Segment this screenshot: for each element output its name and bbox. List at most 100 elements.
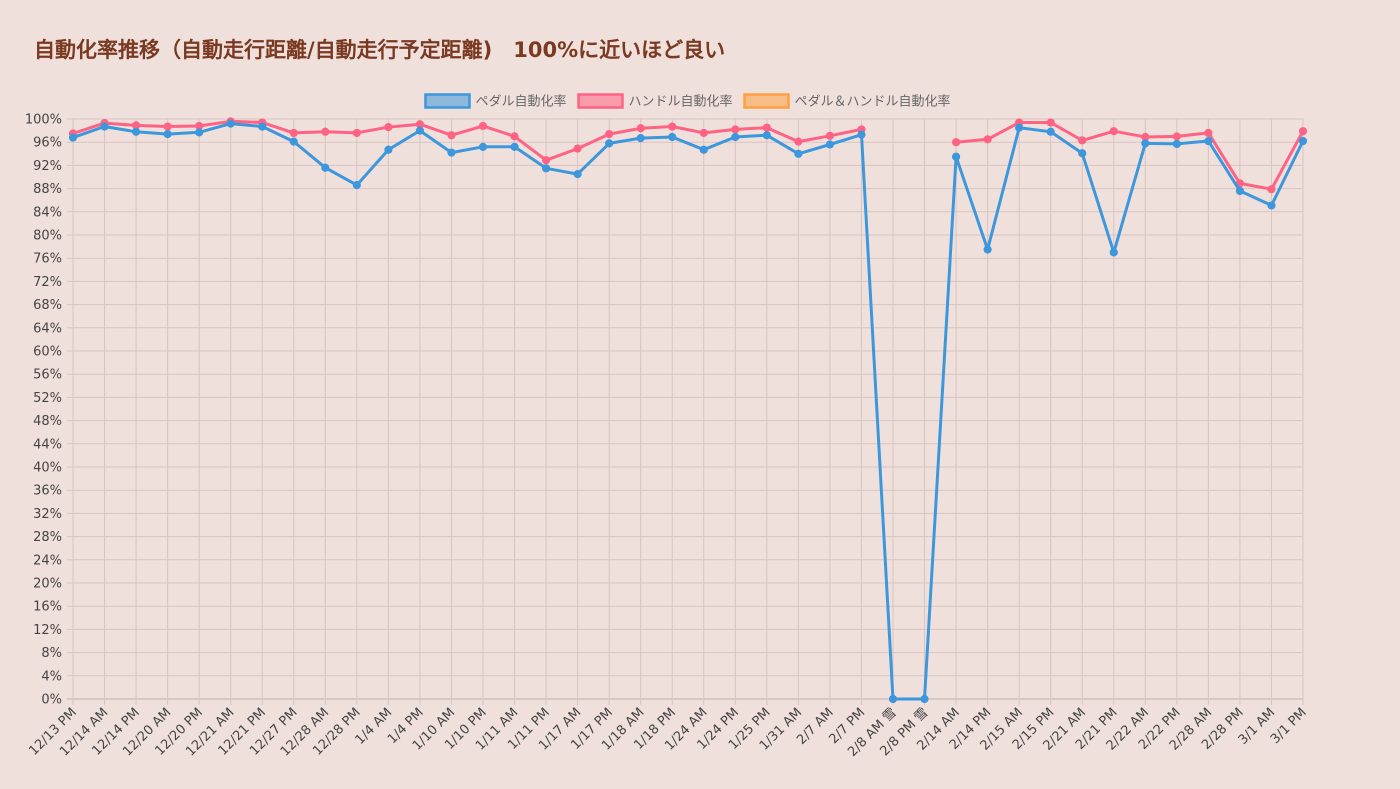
data-point-handle <box>1109 127 1118 136</box>
data-point-handle <box>1046 118 1055 127</box>
data-point-pedal <box>920 694 929 704</box>
data-point-handle <box>1267 185 1276 194</box>
data-point-pedal <box>68 133 78 142</box>
data-point-handle <box>605 129 614 139</box>
data-point-handle <box>1172 132 1181 141</box>
data-point-pedal <box>1204 136 1213 146</box>
data-point-pedal <box>1015 123 1024 132</box>
data-point-pedal <box>699 145 708 154</box>
y-tick-label: 4% <box>41 669 62 684</box>
y-tick-label: 36% <box>33 484 62 499</box>
data-point-pedal <box>1109 248 1118 257</box>
data-point-pedal <box>478 142 488 151</box>
data-point-pedal <box>195 128 204 137</box>
data-point-pedal <box>541 164 551 173</box>
y-tick-label: 32% <box>33 507 62 522</box>
y-tick-label: 16% <box>33 600 62 615</box>
y-tick-label: 0% <box>41 693 62 708</box>
data-point-pedal <box>1172 139 1181 149</box>
data-point-handle <box>1078 136 1087 145</box>
y-tick-label: 72% <box>33 275 62 290</box>
data-point-handle <box>163 122 172 131</box>
y-tick-label: 48% <box>33 414 62 429</box>
y-tick-label: 24% <box>33 553 62 568</box>
data-point-handle <box>478 121 488 131</box>
legend-label: ペダル＆ハンドル自動化率 <box>795 94 951 110</box>
data-point-pedal <box>731 132 740 142</box>
series-line-pedal <box>72 122 1305 701</box>
series-line-handle <box>72 119 1305 191</box>
data-point-pedal <box>352 181 361 190</box>
legend-swatch <box>577 93 624 109</box>
data-point-pedal <box>131 127 141 136</box>
y-tick-label: 12% <box>33 623 62 638</box>
data-point-pedal <box>1141 139 1150 148</box>
x-tick-label: 3/1 PM <box>1268 705 1310 747</box>
data-point-handle <box>1204 128 1213 138</box>
data-point-pedal <box>510 142 519 151</box>
data-point-handle <box>983 135 992 144</box>
y-axis: 0% 4% 8% 12% 16% 20% 24% 28% 32% 36% 40% 44% 48% 52% 5… <box>25 113 62 708</box>
data-point-pedal <box>951 152 961 161</box>
data-point-pedal <box>762 131 771 140</box>
data-point-handle <box>668 122 677 131</box>
data-point-handle <box>951 138 961 147</box>
data-point-handle <box>825 131 835 140</box>
data-point-pedal <box>1235 186 1245 196</box>
y-tick-label: 52% <box>33 391 62 406</box>
data-point-handle <box>352 128 361 138</box>
y-tick-label: 84% <box>33 205 62 220</box>
y-tick-label: 64% <box>33 321 62 336</box>
data-point-handle <box>762 123 771 132</box>
y-tick-label: 8% <box>41 646 62 661</box>
data-point-handle <box>1298 127 1308 136</box>
legend: ペダル自動化率 ハンドル自動化率 ペダル＆ハンドル自動化率 <box>424 93 951 110</box>
data-point-pedal <box>888 694 898 704</box>
y-tick-label: 60% <box>33 345 62 360</box>
series-lines <box>68 117 1308 704</box>
data-point-pedal <box>573 170 582 179</box>
data-point-pedal <box>289 137 298 146</box>
data-point-handle <box>699 128 708 138</box>
legend-label: ペダル自動化率 <box>475 94 566 110</box>
y-tick-label: 44% <box>33 437 62 452</box>
data-point-handle <box>289 128 298 138</box>
y-tick-label: 40% <box>33 461 62 476</box>
data-point-handle <box>794 137 803 146</box>
data-point-pedal <box>100 122 109 131</box>
y-tick-label: 80% <box>33 229 62 244</box>
y-tick-label: 96% <box>33 136 62 151</box>
data-point-pedal <box>163 129 172 139</box>
grid <box>67 118 1304 705</box>
y-tick-label: 28% <box>33 530 62 545</box>
data-point-pedal <box>668 132 677 142</box>
data-point-handle <box>731 125 740 134</box>
data-point-pedal <box>794 149 803 158</box>
legend-label: ハンドル自動化率 <box>628 94 732 110</box>
legend-swatch <box>743 93 790 109</box>
y-tick-label: 76% <box>33 252 62 267</box>
data-point-handle <box>447 131 456 140</box>
data-point-handle <box>321 127 330 136</box>
y-tick-label: 88% <box>33 182 62 197</box>
data-point-pedal <box>825 140 835 149</box>
data-point-pedal <box>1078 149 1087 158</box>
data-point-pedal <box>258 122 267 131</box>
data-point-handle <box>573 144 582 153</box>
y-tick-label: 100% <box>25 113 62 128</box>
data-point-pedal <box>605 139 614 148</box>
data-point-handle <box>384 123 393 132</box>
data-point-pedal <box>1267 201 1276 210</box>
data-point-handle <box>510 132 519 141</box>
data-point-pedal <box>636 134 645 143</box>
y-tick-label: 56% <box>33 368 62 383</box>
data-point-pedal <box>321 163 330 172</box>
data-point-pedal <box>983 245 992 254</box>
data-point-pedal <box>415 126 425 135</box>
data-point-pedal <box>1046 127 1055 136</box>
data-point-pedal <box>447 148 456 157</box>
data-point-pedal <box>384 145 393 154</box>
data-point-handle <box>541 156 551 165</box>
y-tick-label: 68% <box>33 298 62 313</box>
